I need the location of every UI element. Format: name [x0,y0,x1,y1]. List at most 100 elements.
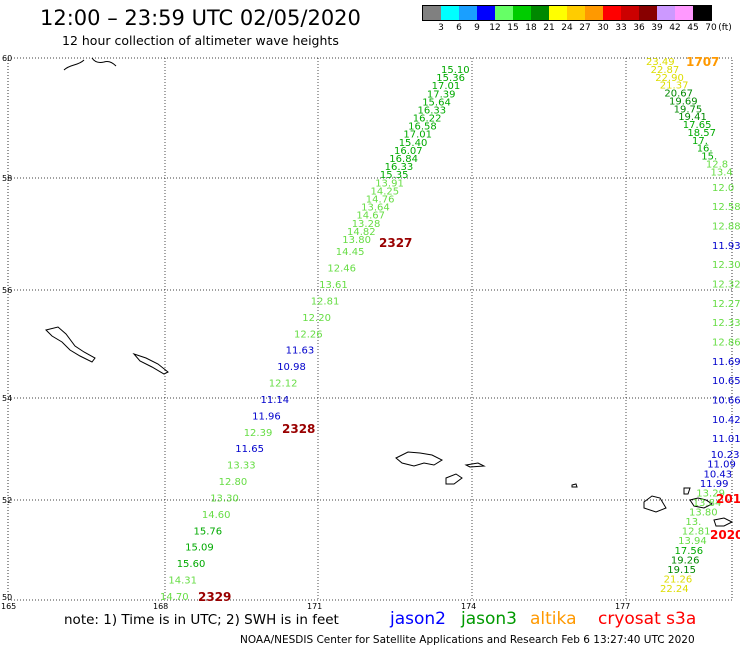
island-umnak [643,495,667,513]
wave-height-label: 11.01 [712,434,740,445]
lon-label: 165 [1,602,16,611]
island-east-2 [683,487,691,495]
wave-height-label: 13.80 [689,508,718,519]
wave-height-label: 13.33 [227,461,256,472]
legend-label: 12 [489,23,501,33]
wave-height-label: 11.93 [712,241,740,252]
time-labels-east: 1707 2019 2020 [686,55,740,542]
legend-swatch [423,6,441,20]
island-adak [395,451,444,467]
legend-label: 21 [543,23,555,33]
satellite-jason3: jason3 [461,609,517,629]
wave-height-label: 18.57 [687,128,716,139]
wave-height-label: 12.80 [219,477,248,488]
wave-height-label: 12.32 [712,280,740,291]
legend-swatch [459,6,477,20]
legend-label: 3 [438,23,444,33]
lat-label: 56 [2,286,12,295]
coastline-top [91,57,117,67]
wave-height-label: 19.41 [678,112,707,123]
page-subtitle: 12 hour collection of altimeter wave hei… [62,33,339,48]
legend-swatch [477,6,495,20]
legend-swatch [441,6,459,20]
wave-height-label: 14.31 [168,576,197,587]
wave-height-label: 16. [697,144,713,155]
wave-height-label: 13.30 [210,494,239,505]
legend-swatches [422,5,712,21]
satellite-cryosat-s3a: cryosat s3a [598,609,697,629]
legend-label: 27 [579,23,591,33]
color-legend: 3 6 9 12 15 18 21 24 27 30 33 36 39 42 45 70 (ft) [422,5,732,35]
time-label-2020: 2020 [710,528,740,542]
wave-height-label: 12.39 [244,428,273,439]
island-kanaga [445,473,463,485]
wave-height-label: 14.60 [202,510,231,521]
legend-swatch [621,6,639,20]
wave-height-label: 10.66 [712,396,740,407]
wave-height-label: 12.33 [712,318,740,329]
wave-height-label: 13.28 [352,219,381,230]
wave-height-label: 17.65 [683,120,712,131]
lat-lon-grid [8,58,732,600]
wave-height-label: 11.09 [707,460,736,471]
legend-swatch [495,6,513,20]
time-label-2327: 2327 [379,236,412,250]
wave-height-label: 14.25 [371,186,400,197]
wave-height-label: 16.07 [394,146,423,157]
wave-height-label: 16.33 [418,106,447,117]
wave-height-label: 12.30 [712,260,740,271]
wave-height-label: 21.26 [664,574,693,585]
lon-label: 168 [153,602,168,611]
wave-height-label: 13.61 [319,280,348,291]
legend-labels: 3 6 9 12 15 18 21 24 27 30 33 36 39 42 45 70 (ft) [422,21,732,35]
wave-height-label: 12.81 [682,527,711,538]
wave-height-label: 11.99 [700,479,729,490]
lon-label: 177 [615,602,630,611]
note-text: note: 1) Time is in UTC; 2) SWH is in fe… [64,612,339,628]
footer-credit: NOAA/NESDIS Center for Satellite Applica… [240,634,695,646]
coastline-top-left [63,59,85,71]
time-label-2329: 2329 [198,590,231,604]
wave-height-label: 12.58 [712,202,740,213]
wave-height-label: 14.70 [160,592,189,603]
wave-height-label: 15.60 [177,559,206,570]
latitude-labels: 60 58 56 54 52 50 [2,54,12,602]
wave-height-label: 23.49 [646,57,675,68]
time-labels-west: 2327 2328 2329 [198,236,412,604]
wave-height-label: 11.65 [235,444,264,455]
legend-swatch [639,6,657,20]
legend-label: 24 [561,23,573,33]
lon-label: 174 [461,602,476,611]
wave-height-label: 17.01 [403,130,432,141]
legend-swatch [657,6,675,20]
wave-height-label: 11.69 [712,357,740,368]
wave-height-label: 15.35 [380,170,409,181]
wave-height-label: 20.67 [664,89,693,100]
wave-height-label: 22.24 [660,584,689,595]
satellite-altika: altika [530,609,577,629]
legend-unit: (ft) [718,23,732,33]
wave-height-label: 16.22 [413,114,442,125]
legend-label: 42 [669,23,681,33]
wave-height-label: 14.45 [336,247,365,258]
wave-height-label: 11.14 [261,395,290,406]
lat-label: 60 [2,54,12,63]
wave-height-label: 10.98 [277,362,306,373]
legend-label: 33 [615,23,627,33]
wave-height-label: 12.46 [327,264,356,275]
wave-height-label: 17.01 [432,81,461,92]
wave-height-label: 15.10 [441,65,470,76]
wave-height-label: 12.81 [311,297,340,308]
longitude-labels: 165 168 171 174 177 [1,602,630,611]
legend-label: 70 [705,23,717,33]
wave-height-label: 16.33 [385,162,414,173]
wave-height-label: 14.67 [356,211,385,222]
wave-height-label: 22.87 [651,65,680,76]
legend-swatch [513,6,531,20]
legend-swatch [549,6,567,20]
wave-height-label: 15.36 [436,73,465,84]
satellite-jason2: jason2 [390,609,446,629]
wave-height-label: 19.15 [667,565,696,576]
wave-height-label: 12.27 [712,299,740,310]
